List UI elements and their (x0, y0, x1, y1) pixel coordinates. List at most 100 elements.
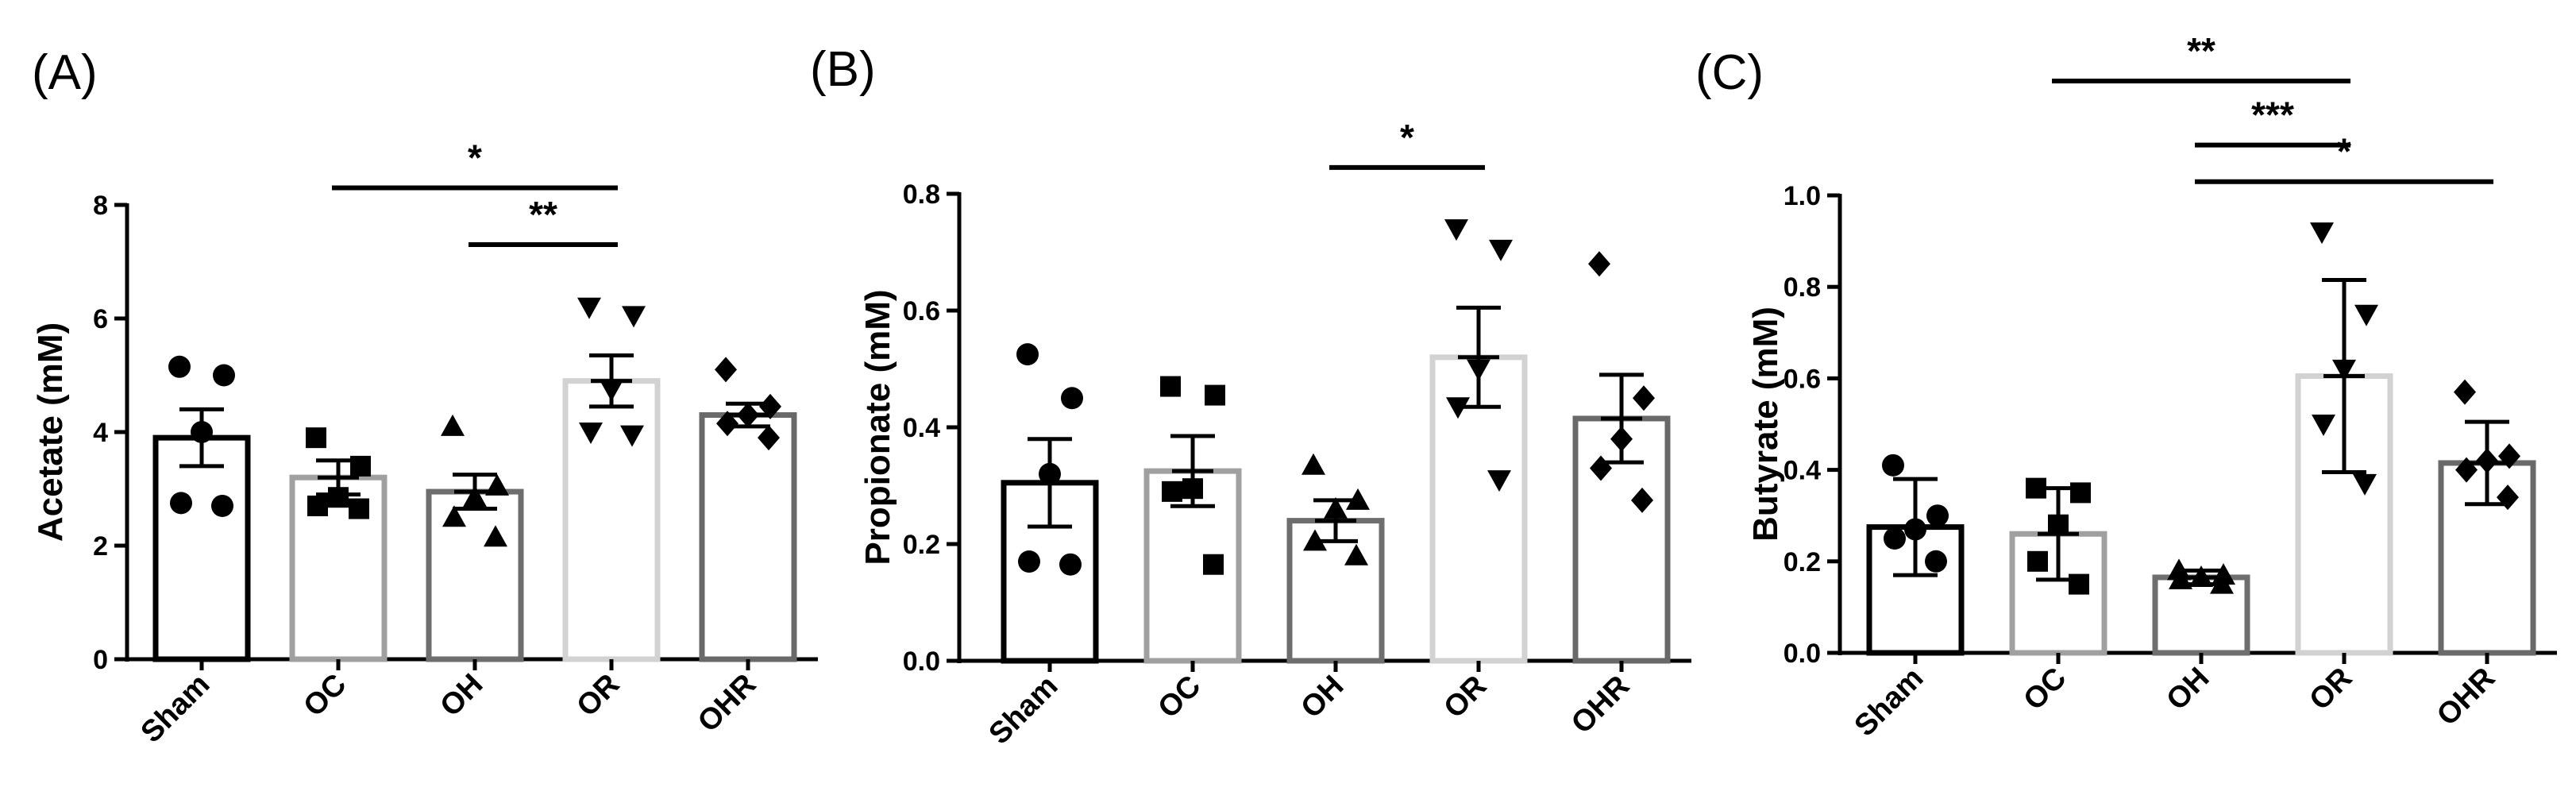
data-point (1884, 527, 1906, 550)
data-point (213, 364, 235, 387)
data-point (2189, 565, 2213, 587)
data-point (1446, 397, 1470, 419)
x-tick-label: OC (2017, 662, 2073, 717)
panel-label: (A) (32, 45, 98, 100)
data-point (1904, 518, 1926, 541)
panel-label: (B) (810, 42, 876, 97)
data-point (2455, 457, 2478, 483)
data-point (577, 297, 601, 319)
data-point (1301, 453, 1325, 475)
y-tick-label: 0 (93, 645, 108, 675)
data-point (2026, 477, 2046, 499)
y-tick-label: 0.0 (903, 647, 940, 677)
x-tick-label: Sham (134, 668, 216, 750)
data-point (442, 505, 466, 527)
data-point (622, 306, 646, 328)
y-tick-label: 0.6 (903, 296, 940, 326)
y-tick-label: 1.0 (1784, 181, 1821, 211)
panel-b: (B) 0.0 0.2 0.4 0.6 0.8 Propionate (mM) Sham OC O… (810, 42, 1691, 751)
data-point (211, 494, 233, 517)
data-point (2476, 448, 2498, 474)
y-tick-label: 0.8 (903, 179, 940, 210)
data-point (2212, 563, 2235, 585)
data-point (168, 355, 191, 378)
data-point (737, 402, 759, 428)
data-point (1926, 504, 1949, 527)
x-tick-label: Sham (982, 670, 1064, 751)
panel-label: (C) (1695, 45, 1764, 100)
y-tick-label: 2 (93, 531, 108, 562)
data-point (1487, 470, 1511, 492)
data-point (1059, 553, 1082, 576)
bar-ohr (699, 412, 797, 662)
data-point (2167, 558, 2191, 581)
significance-label: * (1400, 117, 1414, 158)
data-point (1160, 376, 1181, 397)
data-point (463, 485, 487, 508)
significance-label: * (468, 137, 482, 179)
data-point (1444, 219, 1468, 241)
panel-c: (C) 0.0 0.2 0.4 0.6 0.8 1.0 Butyrate (mM) Sham OC… (1695, 30, 2557, 743)
data-point (1344, 543, 1368, 565)
y-tick-label: 4 (93, 418, 108, 448)
y-tick-label: 0.2 (1784, 547, 1821, 577)
data-point (1303, 529, 1327, 551)
data-point (1162, 481, 1182, 502)
data-point (1633, 385, 1655, 411)
y-tick-label: 6 (93, 304, 108, 334)
y-axis-label: Propionate (mM) (858, 289, 897, 565)
data-point (307, 495, 328, 516)
x-tick-label: OC (297, 668, 353, 724)
x-tick-label: OR (2303, 662, 2358, 717)
data-point (2210, 572, 2234, 594)
x-tick-label: OHR (692, 668, 762, 739)
data-point (1346, 488, 1370, 510)
y-tick-label: 0.4 (903, 413, 940, 443)
data-point (2048, 514, 2069, 535)
significance-label: * (2337, 131, 2351, 172)
data-point (191, 421, 213, 443)
data-point (328, 487, 349, 508)
x-tick-label: OH (2160, 662, 2215, 717)
y-axis-label: Butyrate (mM) (1746, 307, 1785, 542)
data-point (1925, 550, 1947, 573)
data-point (2454, 379, 2476, 405)
data-point (1882, 454, 1904, 477)
data-point (2354, 304, 2378, 326)
x-tick-label: OR (570, 668, 626, 724)
x-tick-label: Sham (1848, 662, 1930, 743)
data-point (1588, 251, 1610, 277)
significance-label: ** (2187, 30, 2215, 71)
y-tick-label: 0.4 (1784, 456, 1821, 486)
significance-label: *** (2251, 95, 2294, 136)
x-tick-label: OC (1151, 670, 1207, 725)
data-point (349, 498, 369, 519)
data-point (1610, 426, 1633, 452)
data-point (1489, 239, 1513, 261)
x-tick-label: OH (1294, 670, 1350, 725)
y-tick-label: 8 (93, 191, 108, 221)
data-point (2332, 359, 2356, 381)
data-point (306, 427, 326, 449)
data-point (484, 525, 507, 547)
data-point (600, 380, 623, 402)
y-tick-label: 0.6 (1784, 364, 1821, 394)
data-point (2169, 567, 2192, 589)
data-point (1631, 487, 1653, 513)
data-point (715, 357, 737, 383)
data-point (759, 393, 781, 419)
data-point (441, 414, 465, 436)
y-tick-label: 0.8 (1784, 272, 1821, 303)
data-point (1324, 496, 1348, 519)
data-point (1205, 384, 1225, 406)
data-point (579, 423, 603, 444)
significance-label: ** (529, 194, 557, 235)
data-point (1590, 455, 1612, 481)
data-point (2070, 482, 2091, 504)
data-point (758, 425, 780, 451)
y-tick-label: 0.2 (903, 530, 940, 560)
data-point (716, 411, 738, 437)
x-tick-label: OHR (2431, 662, 2501, 732)
